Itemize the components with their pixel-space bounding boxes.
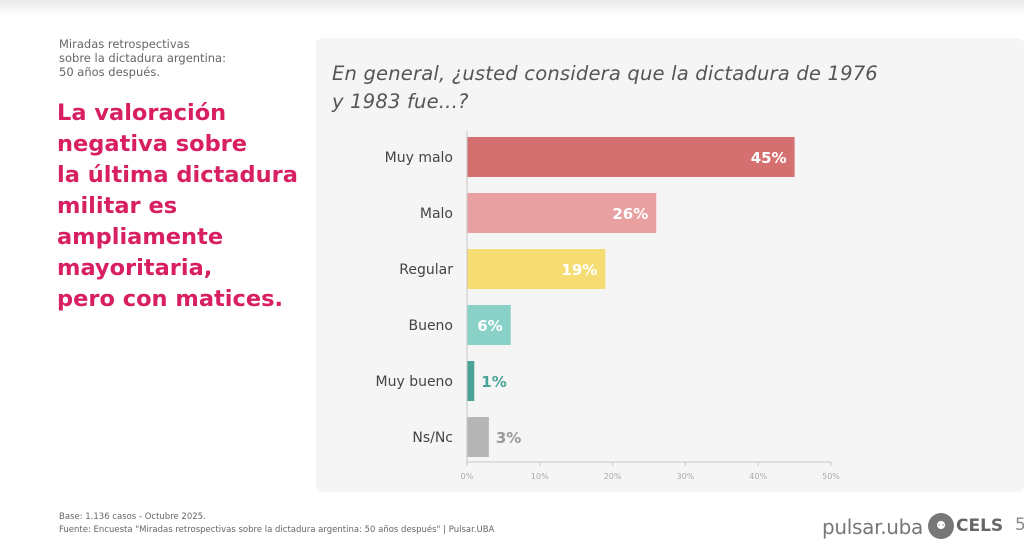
slide-subtitle: Miradas retrospectivas sobre la dictadur…	[59, 37, 226, 79]
x-tick-label: 40%	[749, 472, 767, 481]
chart-question: En general, ¿usted considera que la dict…	[332, 62, 878, 113]
category-label: Malo	[420, 206, 453, 222]
bar-4	[467, 361, 475, 401]
pulsar-uba-logo: pulsar.uba	[822, 515, 923, 539]
data-label: 26%	[612, 205, 648, 223]
cels-logo: CELS	[956, 516, 1004, 536]
data-label: 3%	[496, 429, 521, 447]
category-label: Bueno	[408, 318, 453, 334]
cels-emblem-icon: ⚉	[928, 513, 954, 539]
category-label: Muy malo	[385, 150, 453, 166]
category-label: Regular	[399, 262, 453, 278]
data-label: 19%	[561, 261, 597, 279]
top-edge-shadow	[0, 0, 1024, 16]
page-number: 5	[1015, 515, 1024, 535]
data-label: 6%	[477, 317, 502, 335]
bar-0	[467, 137, 795, 177]
data-label: 45%	[751, 149, 787, 167]
data-label: 1%	[481, 373, 506, 391]
category-label: Ns/Nc	[412, 430, 453, 446]
x-tick-label: 10%	[531, 472, 549, 481]
x-tick-label: 20%	[604, 472, 622, 481]
chart-panel	[316, 38, 1024, 492]
source-note: Fuente: Encuesta "Miradas retrospectivas…	[59, 525, 495, 535]
x-tick-label: 50%	[822, 472, 840, 481]
slide-headline: La valoración negativa sobre la última d…	[57, 100, 298, 312]
bar-2	[467, 249, 606, 289]
x-tick-label: 0%	[461, 472, 474, 481]
x-tick-label: 30%	[677, 472, 695, 481]
bar-chart: Muy malo 45% Malo 26% Regular 19% Bueno 6% Muy b…	[376, 131, 840, 481]
base-note: Base: 1.136 casos - Octubre 2025.	[59, 512, 206, 522]
category-label: Muy bueno	[376, 374, 454, 390]
bar-1	[467, 193, 657, 233]
bar-3	[467, 305, 511, 345]
bar-5	[467, 417, 489, 457]
